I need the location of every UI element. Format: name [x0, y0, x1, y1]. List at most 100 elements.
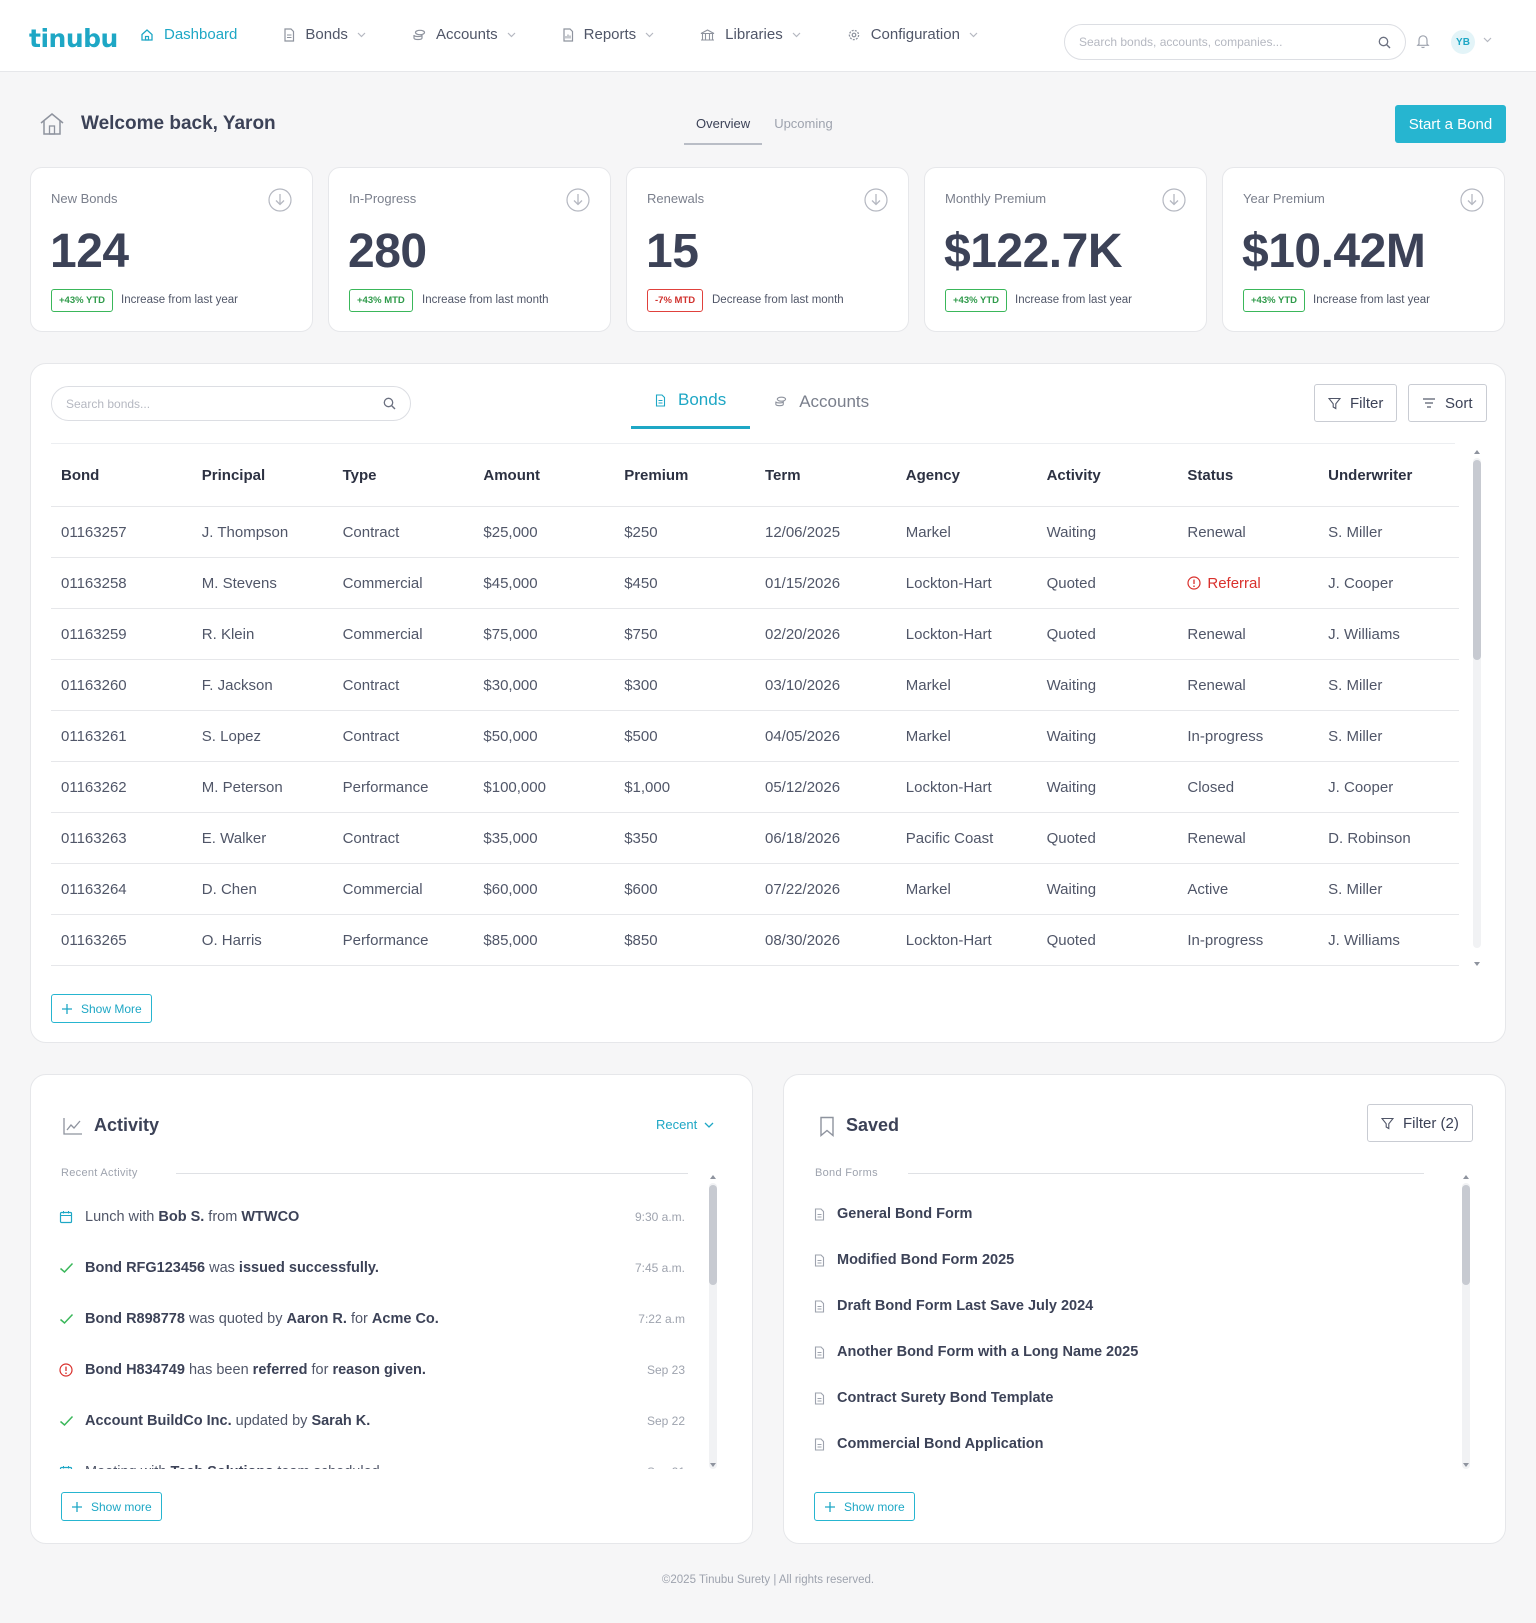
table-scrollbar[interactable]	[1473, 458, 1481, 948]
scroll-down-arrow[interactable]	[1474, 962, 1480, 966]
activity-highlight: WTWCO	[241, 1208, 300, 1225]
table-row[interactable]: 01163263 E. Walker Contract $35,000 $350 06/1…	[51, 813, 1459, 864]
nav-item-dashboard[interactable]: Dashboard	[140, 26, 237, 43]
saved-item[interactable]: Modified Bond Form 2025	[814, 1237, 1434, 1283]
search-icon[interactable]	[1378, 36, 1391, 49]
activity-scrollbar-thumb[interactable]	[709, 1185, 717, 1285]
search-icon[interactable]	[383, 397, 396, 410]
chevron-down-icon	[507, 32, 516, 38]
scroll-down-arrow[interactable]	[1463, 1463, 1469, 1467]
coins-icon	[774, 395, 787, 408]
bond-search-input[interactable]	[66, 396, 366, 411]
activity-item[interactable]: Bond R898778 was quoted by Aaron R. for …	[59, 1293, 685, 1344]
cell-principal: J. Thompson	[201, 523, 289, 541]
nav-item-configuration[interactable]: Configuration	[847, 26, 978, 43]
activity-highlight: Bond H834749	[85, 1361, 185, 1378]
saved-scrollbar[interactable]	[1462, 1183, 1470, 1469]
table-row[interactable]: 01163259 R. Klein Commercial $75,000 $750 02/…	[51, 609, 1459, 660]
chevron-down-icon	[697, 1122, 714, 1128]
column-header[interactable]: Principal	[201, 466, 266, 484]
cell-premium: $250	[624, 523, 658, 541]
column-header[interactable]: Activity	[1046, 466, 1101, 484]
cell-type: Contract	[342, 727, 400, 745]
table-body: 01163257 J. Thompson Contract $25,000 $250 12…	[51, 507, 1459, 966]
column-header[interactable]: Agency	[905, 466, 960, 484]
scroll-up-arrow[interactable]	[710, 1175, 716, 1179]
table-row[interactable]: 01163262 M. Peterson Performance $100,000 $1…	[51, 762, 1459, 813]
avatar[interactable]: YB	[1451, 30, 1475, 54]
saved-filter-button[interactable]: Filter (2)	[1367, 1104, 1473, 1142]
activity-highlight: reason given.	[332, 1361, 426, 1378]
table-row[interactable]: 01163257 J. Thompson Contract $25,000 $250 12…	[51, 507, 1459, 558]
table-row[interactable]: 01163264 D. Chen Commercial $60,000 $600 07/2…	[51, 864, 1459, 915]
column-header[interactable]: Type	[342, 466, 377, 484]
table-row[interactable]: 01163260 F. Jackson Contract $30,000 $300 03/…	[51, 660, 1459, 711]
saved-item[interactable]: Draft Bond Form Last Save July 2024	[814, 1283, 1434, 1329]
cell-type: Performance	[342, 931, 429, 949]
home-icon	[39, 112, 65, 136]
saved-item[interactable]: Contract Surety Bond Template	[814, 1375, 1434, 1421]
tab-bonds[interactable]: Bonds	[631, 390, 751, 429]
activity-text: Bond R898778 was quoted by Aaron R. for …	[85, 1311, 439, 1327]
saved-item[interactable]: Another Bond Form with a Long Name 2025	[814, 1329, 1434, 1375]
activity-item[interactable]: Lunch with Bob S. from WTWCO 9:30 a.m.	[59, 1191, 685, 1242]
activity-item[interactable]: Account BuildCo Inc. updated by Sarah K.…	[59, 1395, 685, 1446]
column-header[interactable]: Status	[1187, 466, 1234, 484]
saved-item[interactable]: General Bond Form	[814, 1191, 1434, 1237]
saved-list: General Bond Form Modified Bond Form 2025…	[814, 1191, 1434, 1467]
activity-item[interactable]: Bond H834749 has been referred for reaso…	[59, 1344, 685, 1395]
tab-accounts[interactable]: Accounts	[750, 390, 893, 429]
table-row[interactable]: 01163265 O. Harris Performance $85,000 $850 0…	[51, 915, 1459, 966]
global-search-input[interactable]	[1079, 35, 1369, 49]
column-header[interactable]: Bond	[61, 466, 100, 484]
stat-card-in-progress: In-Progress 280 +43% MTD Increase from l…	[328, 167, 611, 332]
tab-upcoming[interactable]: Upcoming	[774, 116, 833, 131]
activity-scrollbar[interactable]	[709, 1183, 717, 1469]
column-header[interactable]: Underwriter	[1328, 466, 1413, 484]
download-icon[interactable]	[1460, 188, 1484, 212]
cell-term: 02/20/2026	[764, 625, 841, 643]
download-icon[interactable]	[864, 188, 888, 212]
bookmark-icon	[819, 1116, 835, 1137]
download-icon[interactable]	[1162, 188, 1186, 212]
scroll-down-arrow[interactable]	[710, 1463, 716, 1467]
column-header[interactable]: Premium	[624, 466, 689, 484]
activity-highlight: Sarah K.	[311, 1412, 371, 1429]
saved-scrollbar-thumb[interactable]	[1462, 1185, 1470, 1285]
table-scrollbar-thumb[interactable]	[1473, 460, 1481, 660]
bell-icon[interactable]	[1416, 33, 1430, 49]
filter-button[interactable]: Filter	[1314, 384, 1398, 422]
cell-activity: Waiting	[1046, 727, 1097, 745]
cell-underwriter: S. Miller	[1328, 523, 1383, 541]
sort-button[interactable]: Sort	[1408, 384, 1487, 422]
show-more-activity-button[interactable]: Show more	[61, 1492, 162, 1521]
start-bond-button[interactable]: Start a Bond	[1395, 105, 1506, 143]
activity-item[interactable]: Meeting with Tech Solutions team schedul…	[59, 1446, 685, 1469]
activity-item[interactable]: Bond RFG123456 was issued successfully. 7…	[59, 1242, 685, 1293]
nav-item-libraries[interactable]: Libraries	[700, 26, 801, 43]
cell-premium: $600	[624, 880, 658, 898]
show-more-bonds-button[interactable]: Show More	[51, 994, 152, 1023]
cell-activity: Quoted	[1046, 574, 1096, 592]
column-header[interactable]: Amount	[483, 466, 541, 484]
tinubu-logo[interactable]: tinubu	[29, 24, 118, 53]
chevron-down-icon[interactable]	[1483, 37, 1492, 43]
nav-item-accounts[interactable]: Accounts	[412, 26, 516, 43]
table-row[interactable]: 01163261 S. Lopez Contract $50,000 $500 04/05…	[51, 711, 1459, 762]
column-header[interactable]: Term	[764, 466, 801, 484]
cell-bond: 01163258	[61, 574, 127, 592]
saved-item[interactable]: Commercial Bond Application	[814, 1421, 1434, 1467]
show-more-saved-button[interactable]: Show more	[814, 1492, 915, 1521]
trend-chart-icon	[63, 1117, 83, 1135]
download-icon[interactable]	[268, 188, 292, 212]
cell-principal: M. Peterson	[201, 778, 283, 796]
nav-item-bonds[interactable]: Bonds	[283, 26, 366, 43]
scroll-up-arrow[interactable]	[1463, 1175, 1469, 1179]
nav-item-reports[interactable]: Reports	[562, 26, 655, 43]
download-icon[interactable]	[566, 188, 590, 212]
recent-dropdown[interactable]: Recent	[656, 1117, 714, 1132]
table-row[interactable]: 01163258 M. Stevens Commercial $45,000 $450 0…	[51, 558, 1459, 609]
tab-overview[interactable]: Overview	[684, 116, 763, 145]
scroll-up-arrow[interactable]	[1474, 450, 1480, 454]
cell-premium: $450	[624, 574, 658, 592]
